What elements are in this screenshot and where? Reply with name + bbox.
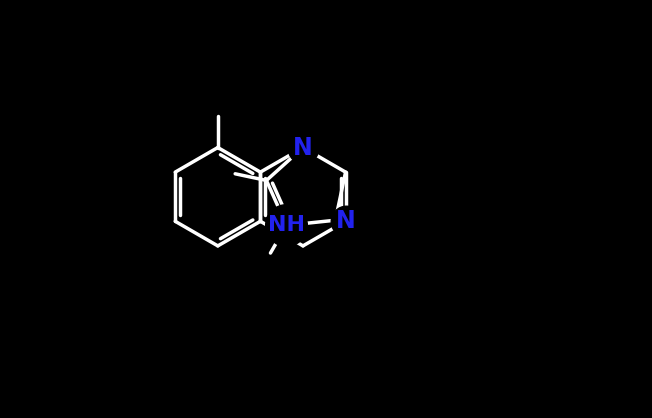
Text: N: N	[293, 135, 313, 160]
Text: N: N	[336, 209, 355, 233]
Text: NH: NH	[268, 215, 305, 235]
